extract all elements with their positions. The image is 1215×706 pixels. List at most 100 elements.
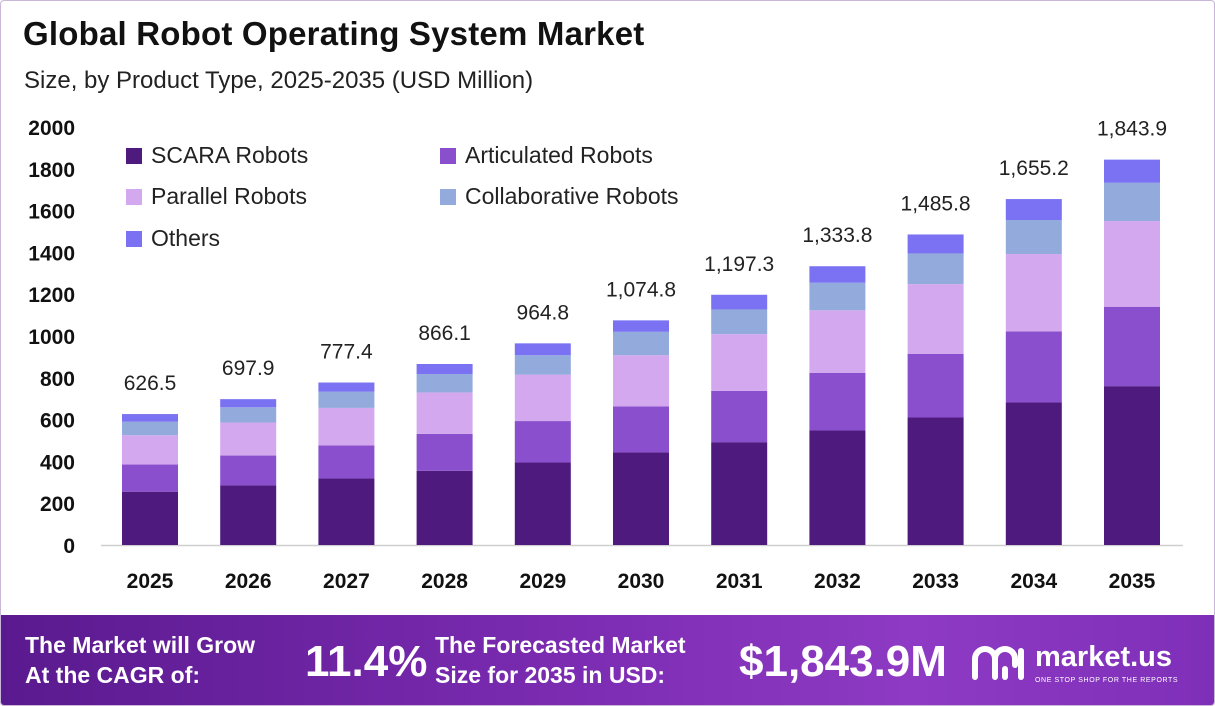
bar-segment-parallel-robots (1005, 254, 1062, 332)
bar-segment-parallel-robots (1104, 221, 1160, 307)
x-tick-label: 2031 (716, 570, 763, 593)
total-value-label: 1,074.8 (606, 278, 676, 301)
y-tick-label: 1800 (28, 159, 75, 182)
bar-segment-others (122, 414, 178, 422)
forecast-label-line2: Size for 2035 in USD: (435, 662, 666, 688)
y-tick-label: 800 (40, 368, 75, 391)
bar-segment-scara-robots (1005, 402, 1062, 545)
bar-segment-scara-robots (220, 485, 277, 545)
bar-segment-articulated-robots (711, 390, 768, 443)
bar-segment-others (318, 382, 375, 392)
bar-segment-articulated-robots (1104, 306, 1160, 387)
forecast-label: The Forecasted Market Size for 2035 in U… (435, 630, 686, 690)
bar-segment-scara-robots (1104, 386, 1160, 545)
bar-segment-others (220, 399, 277, 408)
bar-segment-collaborative-robots (613, 331, 669, 356)
bar-segment-articulated-robots (1005, 331, 1062, 403)
total-value-label: 1,333.8 (802, 224, 872, 247)
cagr-value: 11.4% (305, 637, 428, 686)
legend-swatch (440, 189, 456, 205)
logo-name: market.us (1035, 641, 1173, 673)
cagr-label: The Market will Grow At the CAGR of: (25, 630, 255, 690)
bar-segment-collaborative-robots (907, 253, 964, 285)
bar-segment-scara-robots (122, 491, 178, 545)
cagr-label-line1: The Market will Grow (25, 632, 256, 658)
bar-segment-parallel-robots (416, 392, 473, 434)
bar-segment-others (711, 294, 768, 310)
bar-segment-parallel-robots (220, 422, 277, 456)
legend-swatch (440, 148, 456, 164)
legend-label: Others (151, 225, 220, 251)
total-value-label: 1,485.8 (901, 192, 971, 215)
bar-segment-others (809, 266, 866, 283)
bar-segment-scara-robots (711, 442, 768, 545)
x-tick-label: 2029 (519, 570, 566, 593)
legend-label: Collaborative Robots (465, 183, 679, 209)
x-tick-label: 2035 (1109, 570, 1156, 593)
x-tick-label: 2026 (225, 570, 272, 593)
total-value-label: 866.1 (418, 322, 471, 345)
market-us-logo-icon (972, 646, 1024, 680)
logo-tagline: ONE STOP SHOP FOR THE REPORTS (1035, 677, 1179, 684)
bar-segment-parallel-robots (907, 284, 964, 354)
forecast-label-line1: The Forecasted Market (435, 632, 686, 658)
total-value-label: 697.9 (222, 357, 275, 380)
bar-segment-parallel-robots (613, 355, 669, 407)
bar-segment-collaborative-robots (220, 407, 277, 423)
legend-swatch (126, 189, 142, 205)
bar-segment-others (613, 320, 669, 332)
bar-segment-parallel-robots (809, 310, 866, 373)
bar-segment-others (1005, 199, 1062, 221)
bar-segment-collaborative-robots (318, 391, 375, 408)
bar-segment-collaborative-robots (1005, 220, 1062, 255)
bar-segment-articulated-robots (809, 372, 866, 431)
y-tick-label: 2000 (28, 117, 75, 140)
x-tick-label: 2030 (618, 570, 665, 593)
x-tick-label: 2032 (814, 570, 861, 593)
summary-banner: The Market will Grow At the CAGR of: 11.… (1, 615, 1214, 705)
total-value-label: 1,843.9 (1097, 118, 1167, 141)
bar-segment-parallel-robots (122, 435, 178, 465)
bar-segment-collaborative-robots (1104, 182, 1160, 222)
bar-segment-others (416, 363, 473, 375)
legend-label: SCARA Robots (151, 142, 308, 168)
total-value-label: 1,197.3 (704, 253, 774, 276)
y-tick-label: 1200 (28, 284, 75, 307)
forecast-value: $1,843.9M (739, 637, 947, 686)
y-tick-label: 600 (40, 410, 75, 433)
legend-swatch (126, 148, 142, 164)
bar-segment-articulated-robots (318, 445, 375, 479)
y-tick-label: 200 (40, 493, 75, 516)
x-tick-label: 2033 (912, 570, 959, 593)
x-tick-label: 2027 (323, 570, 370, 593)
x-tick-label: 2034 (1010, 570, 1057, 593)
market-us-logo[interactable]: market.us ONE STOP SHOP FOR THE REPORTS (969, 639, 1209, 689)
bar-segment-scara-robots (809, 430, 866, 545)
y-tick-label: 1400 (28, 242, 75, 265)
x-tick-label: 2028 (421, 570, 468, 593)
bar-segment-parallel-robots (711, 334, 768, 391)
chart-subtitle: Size, by Product Type, 2025-2035 (USD Mi… (24, 67, 534, 94)
legend-label: Articulated Robots (465, 142, 653, 168)
bar-segment-articulated-robots (220, 455, 277, 486)
chart-title: Global Robot Operating System Market (23, 15, 645, 52)
bar-segment-scara-robots (416, 470, 473, 545)
bar-segment-scara-robots (907, 417, 964, 545)
legend-label: Parallel Robots (151, 183, 307, 209)
bar-segment-collaborative-robots (122, 421, 178, 436)
bar-segment-others (907, 234, 964, 254)
bar-segment-others (1104, 159, 1160, 183)
bar-segment-articulated-robots (907, 353, 964, 418)
x-tick-label: 2025 (127, 570, 174, 593)
bar-segment-articulated-robots (416, 433, 473, 471)
total-value-label: 1,655.2 (999, 157, 1069, 180)
bar-segment-scara-robots (613, 452, 669, 545)
bar-segment-scara-robots (318, 478, 375, 545)
bar-segment-collaborative-robots (416, 374, 473, 393)
bar-segment-collaborative-robots (809, 282, 866, 311)
bar-segment-collaborative-robots (711, 309, 768, 335)
y-tick-label: 400 (40, 451, 75, 474)
bar-segment-scara-robots (514, 462, 571, 545)
bar-segment-collaborative-robots (514, 355, 571, 375)
